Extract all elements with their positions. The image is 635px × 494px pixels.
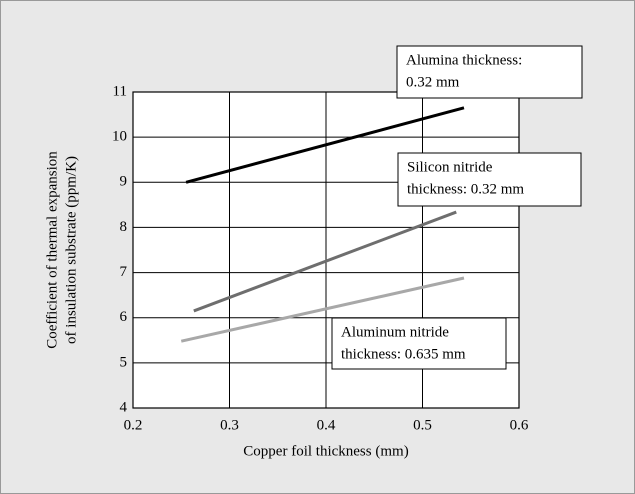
- x-tick-label: 0.4: [317, 417, 336, 433]
- y-axis-label: Coefficient of thermal expansion: [44, 151, 60, 349]
- annotation-box: [396, 45, 583, 99]
- annotation-box: [331, 317, 507, 370]
- x-tick-label: 0.3: [220, 417, 239, 433]
- series-line: [180, 276, 465, 343]
- annotation-text: thickness: 0.32 mm: [407, 181, 524, 197]
- y-tick-label: 11: [113, 83, 127, 99]
- annotation-text: 0.32 mm: [406, 74, 460, 90]
- y-tick-label: 6: [120, 309, 128, 325]
- x-axis-label: Copper foil thickness (mm): [243, 443, 408, 459]
- series-line: [193, 210, 457, 313]
- x-tick-label: 0.2: [124, 417, 143, 433]
- plot-frame: [132, 91, 520, 409]
- y-axis-label: of insulation substrate (ppm/K): [63, 156, 79, 344]
- annotation-text: Silicon nitride: [407, 159, 493, 175]
- annotation-box: [397, 152, 582, 207]
- annotation-text: Alumina thickness:: [406, 52, 522, 68]
- x-tick-label: 0.6: [510, 417, 529, 433]
- y-tick-label: 7: [120, 264, 128, 280]
- series-line: [185, 106, 465, 184]
- y-tick-label: 9: [120, 174, 128, 190]
- y-tick-label: 8: [120, 219, 128, 235]
- annotation-text: Aluminum nitride: [341, 324, 449, 340]
- y-tick-label: 10: [112, 129, 127, 145]
- x-tick-label: 0.5: [413, 417, 432, 433]
- y-tick-label: 4: [120, 399, 128, 415]
- y-tick-label: 5: [120, 354, 128, 370]
- annotation-text: thickness: 0.635 mm: [341, 346, 466, 362]
